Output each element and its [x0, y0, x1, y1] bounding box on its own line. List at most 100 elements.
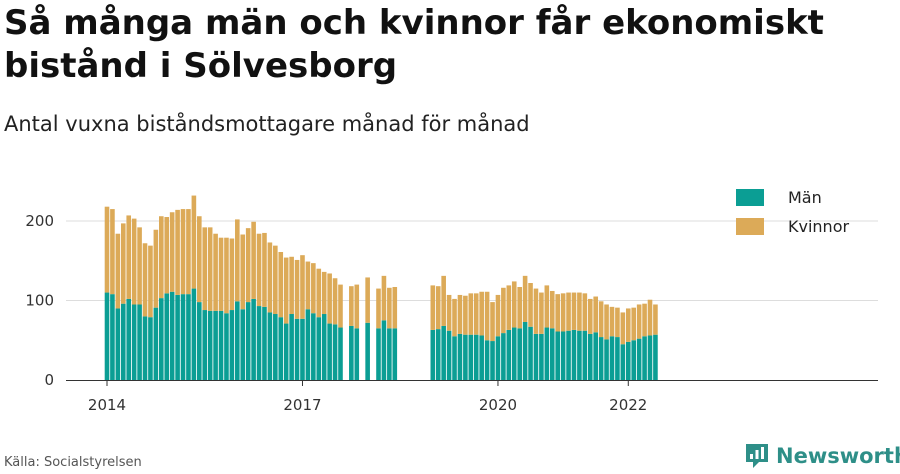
bar-women	[593, 296, 598, 333]
bar-men	[213, 310, 218, 380]
bar-women	[273, 245, 278, 315]
bar-women	[180, 209, 186, 295]
x-tick-label: 2014	[88, 396, 126, 414]
bar-women	[305, 261, 311, 310]
bar-men	[430, 329, 436, 381]
bar-men	[262, 306, 267, 380]
bar-men	[647, 335, 653, 380]
bar-women	[115, 233, 121, 309]
bar-men	[495, 336, 501, 380]
bar-women	[577, 292, 582, 331]
x-tick-label: 2020	[479, 396, 517, 414]
y-tick-label: 0	[44, 371, 54, 389]
bar-men	[180, 294, 186, 380]
bar-women	[555, 294, 560, 332]
bar-women	[235, 219, 240, 302]
bar-men	[197, 302, 202, 380]
bar-women	[598, 301, 604, 338]
bar-men	[332, 324, 338, 380]
bar-women	[387, 287, 392, 329]
bar-men	[267, 312, 273, 381]
bar-women	[283, 257, 289, 324]
bar-women	[441, 275, 446, 326]
bar-women	[186, 209, 191, 295]
x-tick-label: 2022	[609, 396, 647, 414]
bar-men	[126, 298, 132, 380]
bar-men	[435, 329, 441, 380]
bar-men	[164, 293, 170, 381]
bar-women	[522, 275, 528, 322]
bar-women	[104, 206, 110, 293]
bar-women	[604, 304, 609, 340]
bar-women	[148, 245, 153, 318]
bar-men	[577, 330, 582, 380]
bar-women	[452, 298, 457, 337]
bar-men	[115, 308, 121, 380]
bar-women	[229, 238, 235, 311]
bar-men	[273, 314, 278, 380]
bar-men	[289, 314, 294, 380]
chart-title: Så många män och kvinnor får ekonomiskt …	[4, 3, 824, 86]
bar-men	[191, 288, 197, 380]
bar-men	[587, 333, 593, 380]
bar-women	[110, 209, 115, 295]
bar-men	[446, 330, 452, 380]
newsworthy-logo-icon	[746, 444, 768, 468]
bar-women	[120, 223, 126, 304]
bar-women	[153, 229, 159, 308]
bar-women	[631, 307, 637, 341]
bar-women	[544, 285, 550, 328]
brand-name: Newsworthy	[776, 444, 900, 468]
bar-women	[533, 288, 539, 334]
bar-women	[381, 275, 387, 321]
bar-women	[365, 277, 370, 323]
bar-men	[300, 318, 305, 380]
bar-women	[169, 212, 175, 292]
bar-women	[207, 227, 213, 311]
bar-men	[354, 328, 360, 380]
bar-men	[544, 327, 550, 380]
bar-men	[256, 306, 262, 380]
bar-men	[473, 334, 479, 381]
bar-women	[218, 237, 224, 311]
bar-men	[283, 323, 289, 381]
bar-men	[365, 322, 370, 380]
bar-men	[598, 337, 604, 380]
bar-women	[560, 293, 566, 332]
bar-men	[604, 339, 609, 380]
bar-women	[300, 255, 305, 319]
bar-women	[332, 278, 338, 325]
bar-men	[653, 334, 658, 381]
bar-women	[202, 227, 208, 311]
bar-men	[278, 317, 284, 380]
bar-women	[511, 281, 517, 328]
chart-subtitle: Antal vuxna biståndsmottagare månad för …	[4, 112, 530, 136]
bar-women	[278, 252, 284, 318]
bar-men	[441, 325, 446, 380]
bar-men	[539, 333, 544, 380]
bar-women	[164, 217, 170, 294]
bar-men	[479, 335, 484, 380]
bar-women	[642, 303, 647, 337]
bar-women	[468, 293, 474, 335]
bar-men	[294, 318, 300, 380]
brand-logo: Newsworthy	[744, 441, 900, 471]
bar-women	[501, 287, 506, 334]
bar-women	[131, 218, 137, 305]
bar-men	[625, 341, 631, 380]
bar-men	[392, 328, 398, 380]
bar-women	[349, 286, 354, 326]
bar-men	[224, 313, 229, 380]
bar-women	[636, 304, 642, 339]
bar-men	[636, 338, 642, 380]
bar-women	[142, 243, 148, 317]
x-tick-label: 2017	[283, 396, 321, 414]
bar-men	[528, 326, 533, 381]
y-tick-label: 100	[25, 292, 54, 310]
bar-women	[245, 228, 251, 303]
bar-women	[240, 234, 246, 310]
bar-men	[321, 314, 327, 380]
bar-men	[620, 344, 626, 380]
bar-men	[571, 329, 577, 381]
bar-men	[175, 294, 180, 380]
